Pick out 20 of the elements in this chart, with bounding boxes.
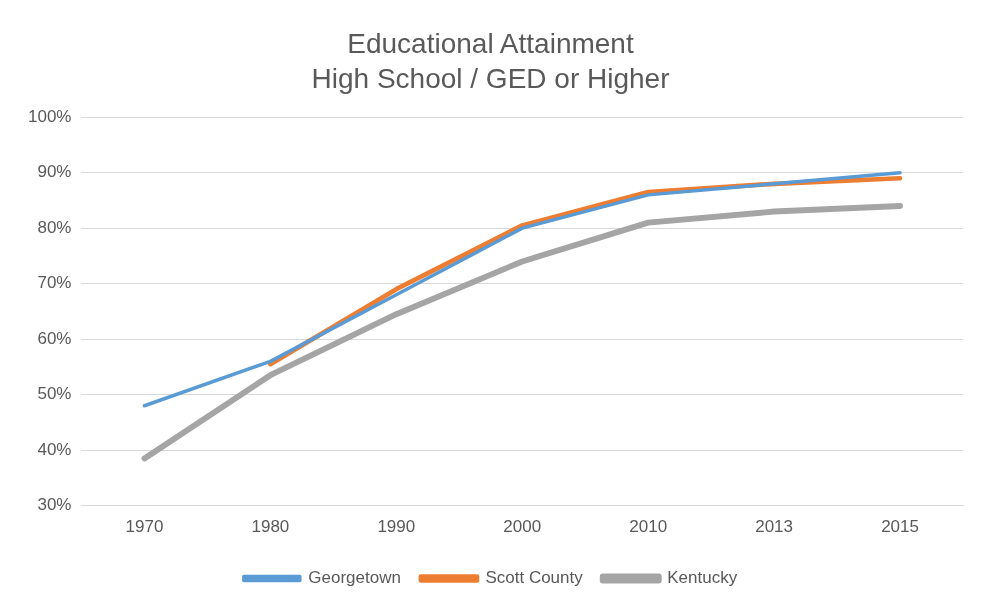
y-tick-label: 50% — [37, 384, 72, 404]
y-tick-label: 80% — [37, 217, 72, 237]
x-tick-label: 2013 — [755, 517, 794, 537]
y-tick-label: 70% — [37, 273, 72, 293]
x-tick-label: 2000 — [503, 517, 542, 537]
x-tick-label: 1990 — [377, 517, 416, 537]
legend-label: Kentucky — [667, 568, 738, 588]
chart-subtitle: High School / GED or Higher — [311, 63, 670, 95]
x-tick-label: 2010 — [629, 517, 668, 537]
y-tick-label: 40% — [37, 439, 72, 459]
x-tick-label: 2015 — [881, 517, 919, 537]
y-tick-label: 30% — [37, 495, 72, 515]
x-tick-label: 1980 — [251, 517, 290, 537]
x-tick-label: 1970 — [125, 517, 164, 537]
chart-title: Educational Attainment — [347, 27, 634, 59]
y-tick-label: 60% — [37, 328, 72, 348]
legend-label: Scott County — [485, 568, 584, 588]
y-tick-label: 100% — [28, 106, 72, 126]
legend-label: Georgetown — [308, 568, 401, 588]
y-tick-label: 90% — [37, 162, 72, 182]
